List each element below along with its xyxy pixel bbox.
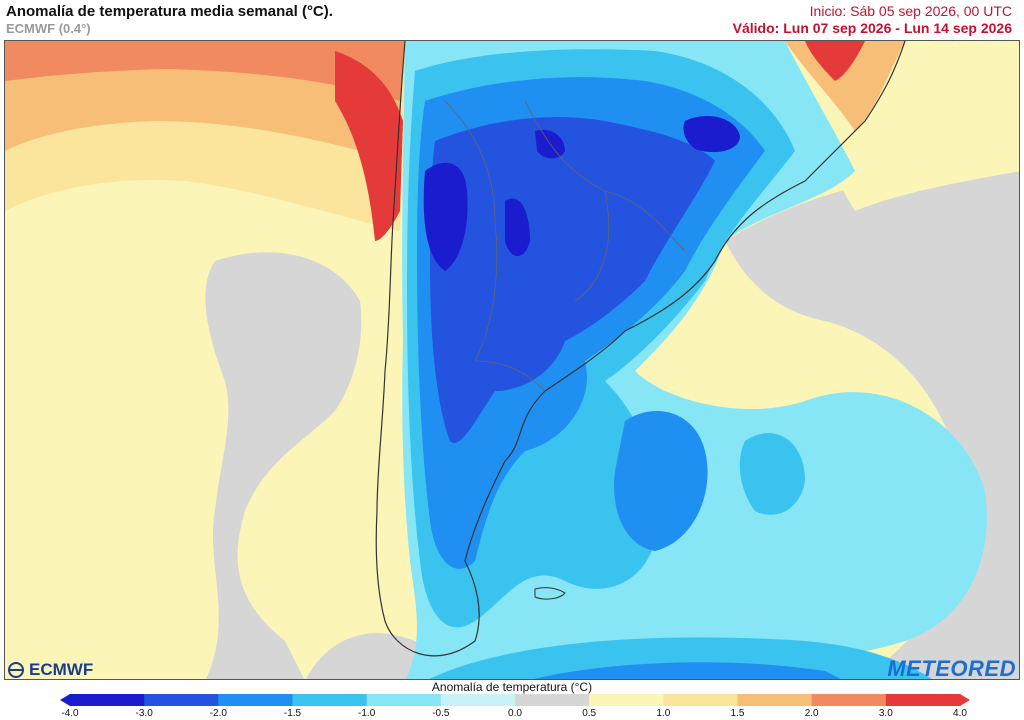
atlantic-mid-blob xyxy=(739,433,805,515)
colorbar-segment xyxy=(218,694,293,706)
anomaly-map[interactable] xyxy=(4,40,1020,680)
colorbar-labels: -4.0 -3.0 -2.0 -1.5 -1.0 -0.5 0.0 0.5 1.0 1.5 2.0 3… xyxy=(0,708,1024,720)
colorbar-segment xyxy=(515,694,590,706)
falkland-islands xyxy=(534,587,566,600)
colorbar-tick-label: 3.0 xyxy=(878,708,893,719)
ecmwf-logo-text: ECMWF xyxy=(29,660,94,679)
colorbar-segment xyxy=(663,694,738,706)
country-borders xyxy=(444,100,686,392)
colorbar-segment xyxy=(737,694,813,706)
ecmwf-logo: ECMWF xyxy=(6,660,93,680)
colorbar-tick-label: 0.5 xyxy=(582,708,597,719)
coastline xyxy=(375,41,906,657)
colorbar-title: Anomalía de temperatura (°C) xyxy=(431,680,593,694)
atlantic-orange xyxy=(785,41,905,131)
map-canvas xyxy=(5,41,1019,679)
colorbar-tick-label: -2.0 xyxy=(209,708,227,719)
colorbar-tick-label: 1.0 xyxy=(656,708,671,719)
colorbar xyxy=(60,694,970,706)
colorbar-segment xyxy=(366,694,442,706)
andes-cold-core xyxy=(423,162,468,271)
colorbar-segment xyxy=(144,694,219,706)
colorbar-segment xyxy=(811,694,887,706)
atlantic-blue-blob xyxy=(614,411,708,551)
model-label: ECMWF (0.4°) xyxy=(6,21,91,36)
colorbar-tick-label: 4.0 xyxy=(953,708,967,719)
red-band xyxy=(5,41,405,101)
ecmwf-mark-icon xyxy=(8,662,24,678)
atlantic-hot xyxy=(805,41,865,81)
colorbar-segment xyxy=(292,694,368,706)
init-time: Inicio: Sáb 05 sep 2026, 00 UTC xyxy=(809,3,1012,19)
colorbar-tick-label: 2.0 xyxy=(804,708,819,719)
hot-coast xyxy=(335,51,403,241)
colorbar-tick-label: 0.0 xyxy=(508,708,522,719)
colorbar-segment xyxy=(70,694,145,706)
colorbar-segment xyxy=(885,694,961,706)
south-cold-deep xyxy=(533,662,841,679)
colorbar-tick-label: -0.5 xyxy=(432,708,450,719)
colorbar-tick-label: 1.5 xyxy=(730,708,745,719)
colorbar-arrow-left xyxy=(60,694,70,706)
colorbar-tick-label: -1.0 xyxy=(358,708,376,719)
atlantic-neutral xyxy=(725,161,1019,679)
map-title: Anomalía de temperatura media semanal (°… xyxy=(6,3,333,20)
colorbar-segment xyxy=(440,694,516,706)
valid-period: Válido: Lun 07 sep 2026 - Lun 14 sep 202… xyxy=(732,20,1012,36)
colorbar-tick-label: -1.5 xyxy=(283,708,302,719)
brazil-cold-core xyxy=(683,116,740,153)
cold-deep-region xyxy=(430,117,715,443)
interior-cold-core xyxy=(505,198,530,256)
colorbar-tick-label: -3.0 xyxy=(135,708,153,719)
pacific-neutral xyxy=(205,252,362,679)
colorbar-arrow-right xyxy=(960,694,970,706)
meteored-logo: METEORED xyxy=(887,656,1016,681)
colorbar-segment xyxy=(589,694,664,706)
colorbar-tick-label: -4.0 xyxy=(61,708,79,719)
